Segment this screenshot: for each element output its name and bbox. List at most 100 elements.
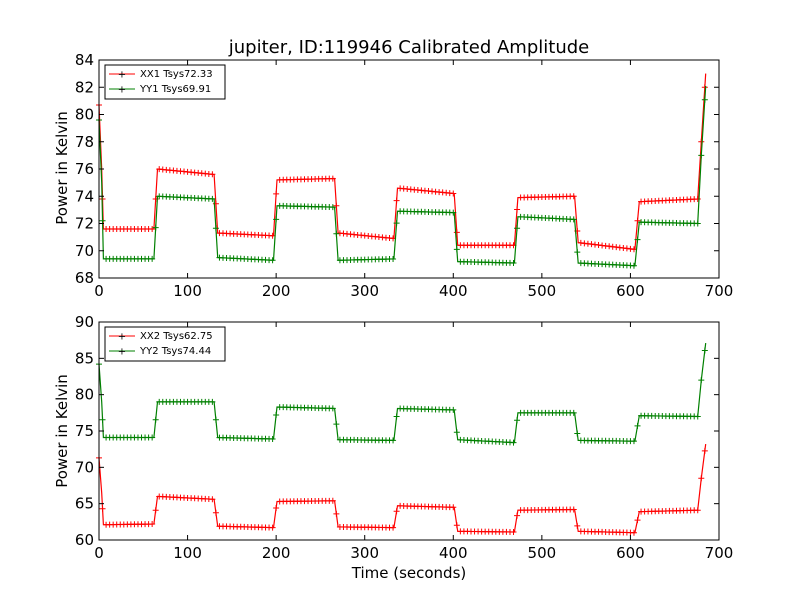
chart-bottom-xtick-label: 500 — [528, 544, 557, 562]
chart-bottom-point — [149, 521, 156, 528]
chart-bottom-xtick-label: 100 — [173, 544, 202, 562]
chart-top-xtick-label: 500 — [528, 282, 557, 300]
chart-bottom-point — [514, 512, 521, 519]
chart-top-point — [393, 220, 400, 227]
chart-top-point — [634, 217, 641, 224]
chart-top-point — [570, 193, 577, 200]
chart-bottom-point — [333, 421, 340, 428]
chart-bottom-point — [329, 405, 336, 412]
chart-bottom-point — [510, 528, 517, 535]
chart-bottom-point — [329, 497, 336, 504]
chart-top-ytick-label: 84 — [75, 51, 94, 69]
chart-top-ytick-label: 74 — [75, 187, 94, 205]
chart-top-series-markers-1 — [96, 96, 708, 269]
chart-bottom-point — [453, 429, 460, 436]
chart-top-xtick-label: 700 — [705, 282, 734, 300]
chart-top-series-line-1 — [98, 85, 707, 267]
chart-bottom-legend: + XX2 Tsys62.75 + YY2 Tsys74.44 — [104, 326, 226, 362]
chart-bottom-xtick-label: 400 — [439, 544, 468, 562]
chart-top-point — [453, 229, 460, 236]
chart-top-point — [570, 216, 577, 223]
chart-top-legend-marker-yy1: + — [118, 85, 126, 96]
chart-bottom-point — [209, 398, 216, 405]
chart-bottom-point — [212, 416, 219, 423]
chart-top-ytick-label: 78 — [75, 133, 94, 151]
chart-top-point — [390, 255, 397, 262]
chart-bottom-ticks: 0 100 200 300 400 500 600 700 60 65 70 75 80 85 90 — [75, 313, 733, 562]
chart-bottom-ytick-label: 75 — [75, 422, 94, 440]
chart-bottom-xtick-label: 300 — [350, 544, 379, 562]
chart-top-xtick-label: 600 — [616, 282, 645, 300]
chart-top-ytick-label: 70 — [75, 242, 94, 260]
chart-top-point — [209, 171, 216, 178]
chart-top-point — [698, 138, 705, 145]
chart-top-point — [212, 225, 219, 232]
chart-bottom-point — [390, 524, 397, 531]
chart-bottom-point — [333, 510, 340, 517]
chart-top-plot-frame — [98, 59, 720, 279]
chart-bottom-xlabel: Time (seconds) — [351, 564, 467, 582]
chart-top-point — [329, 204, 336, 211]
chart-bottom-point — [390, 437, 397, 444]
chart-bottom-ytick-label: 80 — [75, 386, 94, 404]
chart-top-point — [209, 195, 216, 202]
chart-bottom-point — [273, 505, 280, 512]
chart-top-point — [149, 255, 156, 262]
chart-top-point — [453, 246, 460, 253]
chart-top-xtick-label: 300 — [350, 282, 379, 300]
chart-bottom-point — [570, 506, 577, 513]
chart-bottom-point — [152, 507, 159, 514]
chart-top-legend-marker-xx1: + — [118, 70, 126, 81]
chart-bottom-point — [450, 504, 457, 511]
chart-bottom-point — [212, 509, 219, 516]
chart-bottom-point — [453, 522, 460, 529]
chart-bottom-series-markers-1 — [96, 347, 708, 446]
chart-top-point — [634, 236, 641, 243]
chart-bottom-xtick-label: 700 — [705, 544, 734, 562]
chart-top-point — [701, 84, 708, 91]
chart-top-point — [450, 209, 457, 216]
chart-top-point — [698, 152, 705, 159]
chart-bottom-point — [694, 413, 701, 420]
chart-top-point — [514, 225, 521, 232]
chart-top-xtick-label: 0 — [94, 282, 104, 300]
chart-bottom-point — [99, 505, 106, 512]
chart-bottom-point — [698, 377, 705, 384]
chart-bottom-ytick-label: 90 — [75, 313, 94, 331]
chart-bottom-point — [209, 496, 216, 503]
chart-bottom-legend-marker-xx2: + — [118, 332, 126, 343]
chart-bottom-point — [574, 522, 581, 529]
chart-bottom-point — [514, 417, 521, 424]
chart-bottom-point — [570, 409, 577, 416]
chart-bottom-point — [152, 416, 159, 423]
chart-top-point — [149, 225, 156, 232]
chart-top-point — [329, 175, 336, 182]
chart-bottom-point — [698, 475, 705, 482]
chart-bottom-plot-frame — [98, 321, 720, 541]
chart-bottom-point — [510, 439, 517, 446]
chart-top-point — [99, 217, 106, 224]
chart-top: jupiter, ID:119946 Calibrated Amplitude … — [53, 37, 733, 300]
chart-top-point — [273, 190, 280, 197]
chart-bottom-legend-label-xx2: XX2 Tsys62.75 — [140, 331, 213, 342]
chart-bottom-legend-box — [104, 326, 226, 362]
chart-top-legend-box — [104, 64, 226, 100]
chart-top-point — [152, 224, 159, 231]
chart-top-point — [333, 202, 340, 209]
chart-top-point — [694, 195, 701, 202]
chart-bottom-xtick-label: 200 — [262, 544, 291, 562]
chart-bottom-point — [393, 508, 400, 515]
chart-top-legend: + XX1 Tsys72.33 + YY1 Tsys69.91 — [104, 64, 226, 100]
chart-bottom-point — [630, 438, 637, 445]
chart-bottom-point — [393, 413, 400, 420]
chart-top-ytick-label: 76 — [75, 160, 94, 178]
chart-bottom-point — [701, 447, 708, 454]
chart-top-point — [269, 257, 276, 264]
chart-bottom-ytick-label: 60 — [75, 531, 94, 549]
chart-top-point — [450, 190, 457, 197]
chart-bottom-ytick-label: 65 — [75, 495, 94, 513]
chart-top-legend-label-yy1: YY1 Tsys69.91 — [139, 84, 211, 95]
chart-top-point — [333, 230, 340, 237]
chart-bottom-series-line-1 — [98, 343, 707, 444]
